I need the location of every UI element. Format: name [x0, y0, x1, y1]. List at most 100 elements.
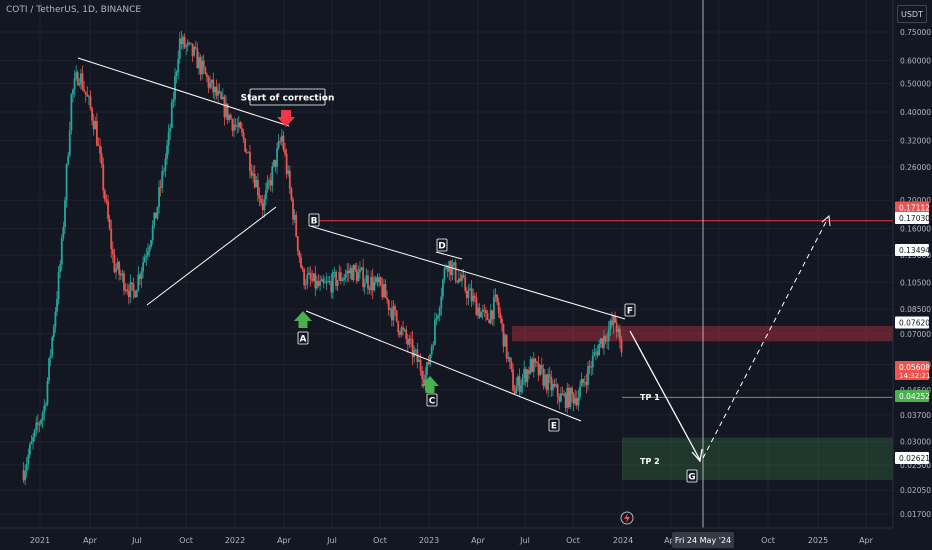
candle-body — [167, 131, 170, 146]
candle-body — [555, 384, 557, 387]
candle-body — [272, 159, 275, 167]
candle-body — [427, 362, 430, 365]
candle-body — [284, 149, 286, 154]
candle-body — [375, 277, 377, 282]
candle-body — [247, 152, 250, 154]
crosshair-time-label: Fri 24 May '24 — [672, 532, 734, 548]
candle-body — [298, 251, 301, 258]
candle-body — [580, 378, 583, 387]
candle-body — [567, 387, 570, 408]
candle-body — [333, 271, 336, 273]
candle-body — [239, 122, 242, 129]
red-down-arrow — [277, 110, 295, 127]
candle-body — [64, 200, 66, 227]
candle-body — [437, 315, 439, 319]
candle-body — [587, 365, 589, 386]
candle-body — [473, 295, 476, 298]
candle-body — [368, 288, 371, 290]
candle-body — [336, 280, 339, 287]
candle-body — [29, 444, 31, 455]
candle-body — [485, 310, 487, 314]
candle-body — [70, 94, 73, 131]
candle-body — [177, 58, 180, 72]
tp2-label: TP 2 — [640, 457, 660, 466]
candle-body — [429, 354, 432, 365]
annotations: A B C D E F G Start of correction TP 1 TP 2 — [241, 88, 698, 525]
start-of-correction-box — [249, 88, 326, 106]
candle-body — [386, 297, 388, 300]
candle-body — [475, 297, 478, 316]
candle-body — [178, 38, 181, 59]
candle-body — [508, 357, 511, 362]
candle-body — [338, 272, 341, 281]
candle-body — [376, 277, 379, 283]
candle-body — [459, 278, 462, 281]
candle-body — [577, 397, 580, 406]
time-tick-label: Apr — [859, 536, 874, 545]
candle-body — [118, 261, 121, 275]
price-tick-label: 0.08500 — [900, 305, 931, 314]
candle-body — [478, 307, 481, 318]
price-tick-label: 0.20000 — [900, 196, 931, 205]
candle-body — [389, 308, 392, 310]
candle-body — [604, 335, 607, 341]
candle-body — [148, 246, 151, 252]
candle-body — [612, 315, 615, 326]
candle-body — [121, 273, 124, 276]
candle-body — [614, 315, 616, 323]
candle-body — [304, 284, 307, 286]
time-tick-label: 2023 — [419, 536, 439, 545]
candle-body — [87, 96, 90, 98]
candle-body — [323, 282, 326, 284]
candle-body — [292, 199, 294, 220]
candle-body — [274, 159, 277, 167]
candle-body — [156, 207, 159, 219]
candle-body — [191, 43, 194, 56]
candle-body — [448, 260, 451, 272]
time-axis[interactable]: 2021 Apr Jul Oct 2022 Apr Jul Oct 2023 Apr Jul Oct 2… — [0, 527, 893, 548]
candle-body — [174, 76, 176, 100]
candle-body — [443, 267, 446, 280]
candle-body — [46, 380, 49, 405]
price-badge-value: 0.07620 — [899, 319, 930, 328]
candle-body — [379, 277, 382, 285]
price-badge-countdown: 14:32:21 — [899, 372, 930, 380]
candle-body — [268, 180, 270, 182]
candle-body — [496, 294, 498, 303]
candle-body — [362, 267, 365, 288]
candle-body — [355, 269, 358, 282]
candle-body — [465, 290, 468, 299]
candle-body — [175, 71, 178, 77]
candle-body — [158, 187, 160, 208]
candle-body — [209, 82, 211, 88]
candle-body — [505, 334, 508, 359]
price-tick-label: 0.02050 — [900, 486, 931, 495]
candle-body — [319, 281, 322, 286]
candle-body — [193, 47, 196, 56]
candle-body — [213, 86, 216, 93]
candle-body — [253, 173, 256, 188]
candle-body — [56, 299, 58, 312]
price-tick-label: 0.16000 — [900, 225, 931, 234]
candle-body — [486, 313, 489, 320]
candle-body — [65, 164, 68, 201]
currency-button[interactable]: USDT — [897, 5, 927, 23]
candle-body — [520, 385, 522, 392]
candle-body — [371, 276, 374, 291]
candle-body — [387, 299, 390, 310]
wave-label-text: E — [551, 422, 557, 432]
candle-body — [430, 346, 433, 355]
candle-body — [32, 437, 34, 442]
candle-body — [142, 262, 145, 272]
candle-body — [210, 79, 213, 83]
price-badge-bg — [895, 201, 929, 214]
wave-label-box — [686, 469, 698, 483]
candle-body — [220, 92, 223, 99]
wave-label-text: C — [429, 397, 436, 407]
price-axis[interactable]: 0.75000 0.60000 0.50000 0.40000 0.32000 0.260… — [892, 0, 931, 528]
candle-body — [285, 153, 288, 174]
candle-body — [127, 291, 130, 298]
candle-body — [94, 121, 97, 130]
candle-body — [585, 382, 588, 386]
